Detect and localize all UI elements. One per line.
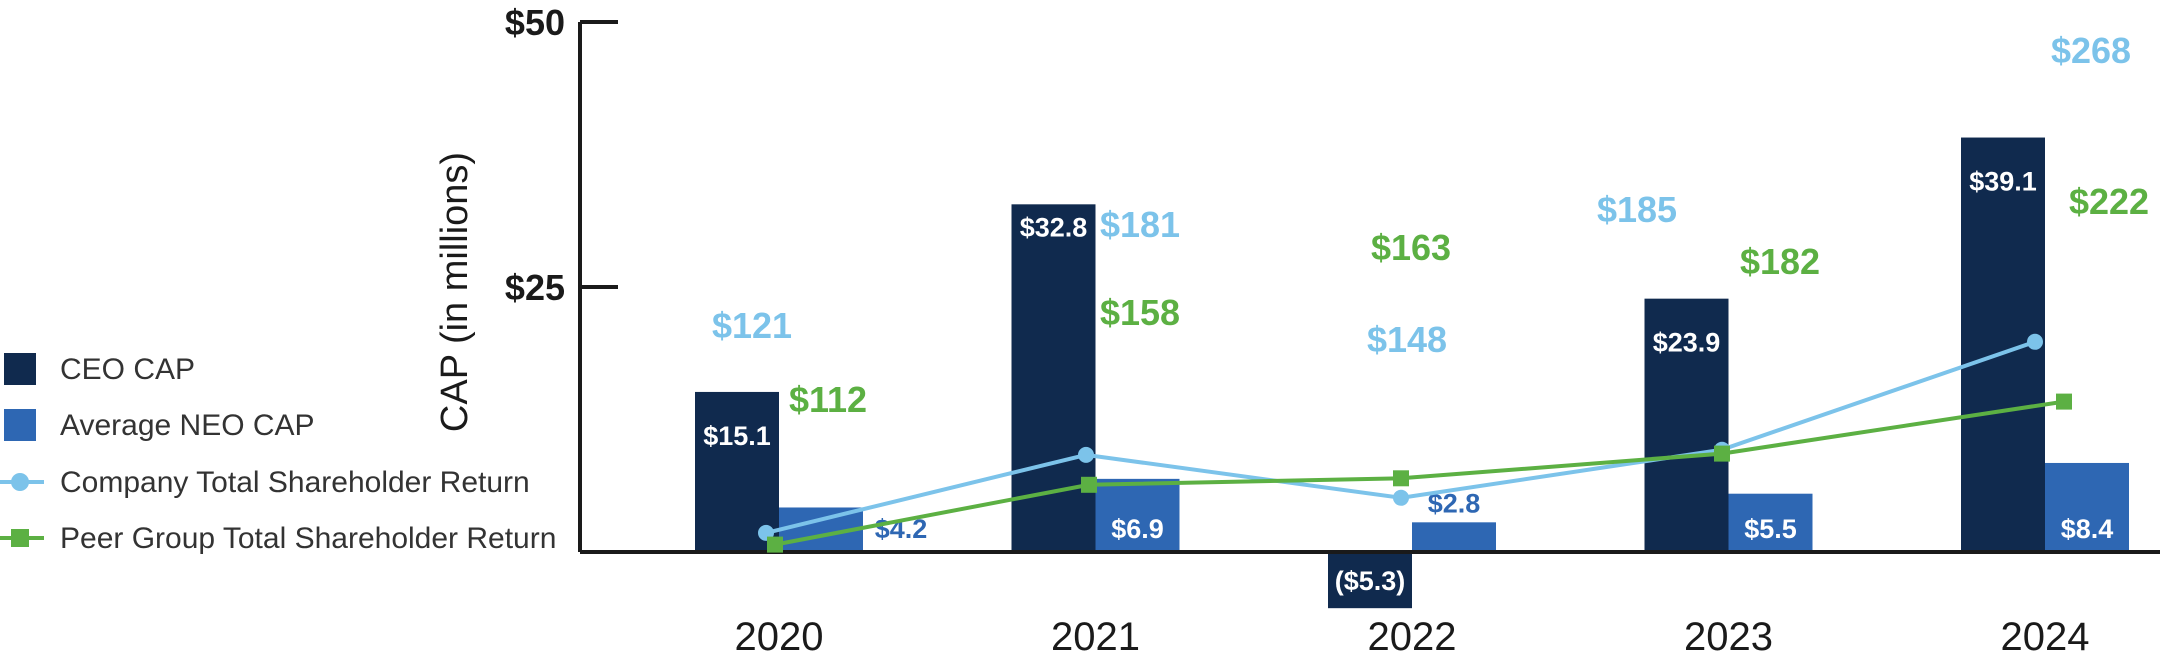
neo-cap-bar	[1728, 493, 1813, 552]
x-tick-label: 2024	[2001, 615, 2090, 655]
peer-tsr-marker	[2056, 393, 2072, 410]
ceo-cap-data-label: $15.1	[703, 421, 771, 451]
y-axis-title: CAP (in millions)	[434, 152, 476, 432]
neo-cap-data-label: $6.9	[1111, 514, 1164, 544]
company-tsr-marker	[1393, 489, 1409, 506]
ceo-cap-bar	[1644, 298, 1729, 552]
company-tsr-data-label: $268	[2051, 30, 2131, 71]
legend-ceo-cap-label: CEO CAP	[60, 353, 195, 386]
legend-company-tsr-swatch-marker	[11, 473, 29, 491]
peer-tsr-marker	[1081, 476, 1097, 493]
company-tsr-data-label: $181	[1100, 204, 1180, 245]
peer-tsr-data-label: $222	[2069, 181, 2149, 222]
ceo-cap-bar	[1328, 552, 1412, 609]
ceo-cap-bar	[1011, 204, 1096, 552]
x-tick-label: 2022	[1368, 615, 1457, 655]
company-tsr-data-label: $121	[712, 305, 792, 346]
legend-ceo-cap-swatch	[4, 353, 36, 385]
legend-peer-tsr-label: Peer Group Total Shareholder Return	[60, 522, 556, 555]
company-tsr-marker	[1078, 446, 1094, 463]
peer-tsr-marker	[1393, 470, 1409, 487]
neo-cap-bar	[2045, 462, 2129, 552]
peer-tsr-marker	[1714, 445, 1730, 462]
ceo-cap-data-label: $39.1	[1969, 167, 2037, 197]
ceo-cap-data-label: ($5.3)	[1335, 566, 1406, 596]
neo-cap-bar	[1095, 478, 1180, 552]
x-tick-label: 2021	[1051, 615, 1140, 655]
company-tsr-marker	[2027, 333, 2043, 350]
peer-tsr-data-label: $112	[789, 379, 867, 420]
company-tsr-data-label: $148	[1367, 319, 1447, 360]
neo-cap-data-label: $5.5	[1744, 514, 1797, 544]
y-tick-label: $25	[505, 267, 565, 308]
legend-company-tsr-label: Company Total Shareholder Return	[60, 466, 530, 499]
company-tsr-data-label: $185	[1597, 189, 1677, 230]
legend-neo-cap-label: Average NEO CAP	[60, 409, 315, 442]
ceo-cap-data-label: $32.8	[1020, 212, 1088, 242]
legend-peer-tsr-swatch-marker	[11, 529, 29, 547]
peer-tsr-data-label: $158	[1100, 292, 1180, 333]
peer-tsr-data-label: $163	[1371, 227, 1451, 268]
neo-cap-data-label: $8.4	[2061, 514, 2114, 544]
x-tick-label: 2020	[735, 615, 824, 655]
peer-tsr-marker	[767, 536, 783, 553]
neo-cap-bar	[1412, 522, 1496, 552]
ceo-cap-data-label: $23.9	[1653, 328, 1721, 358]
legend-neo-cap-swatch	[4, 409, 36, 441]
y-tick-label: $50	[505, 2, 565, 43]
peer-tsr-data-label: $182	[1740, 241, 1820, 282]
x-tick-label: 2023	[1684, 615, 1773, 655]
